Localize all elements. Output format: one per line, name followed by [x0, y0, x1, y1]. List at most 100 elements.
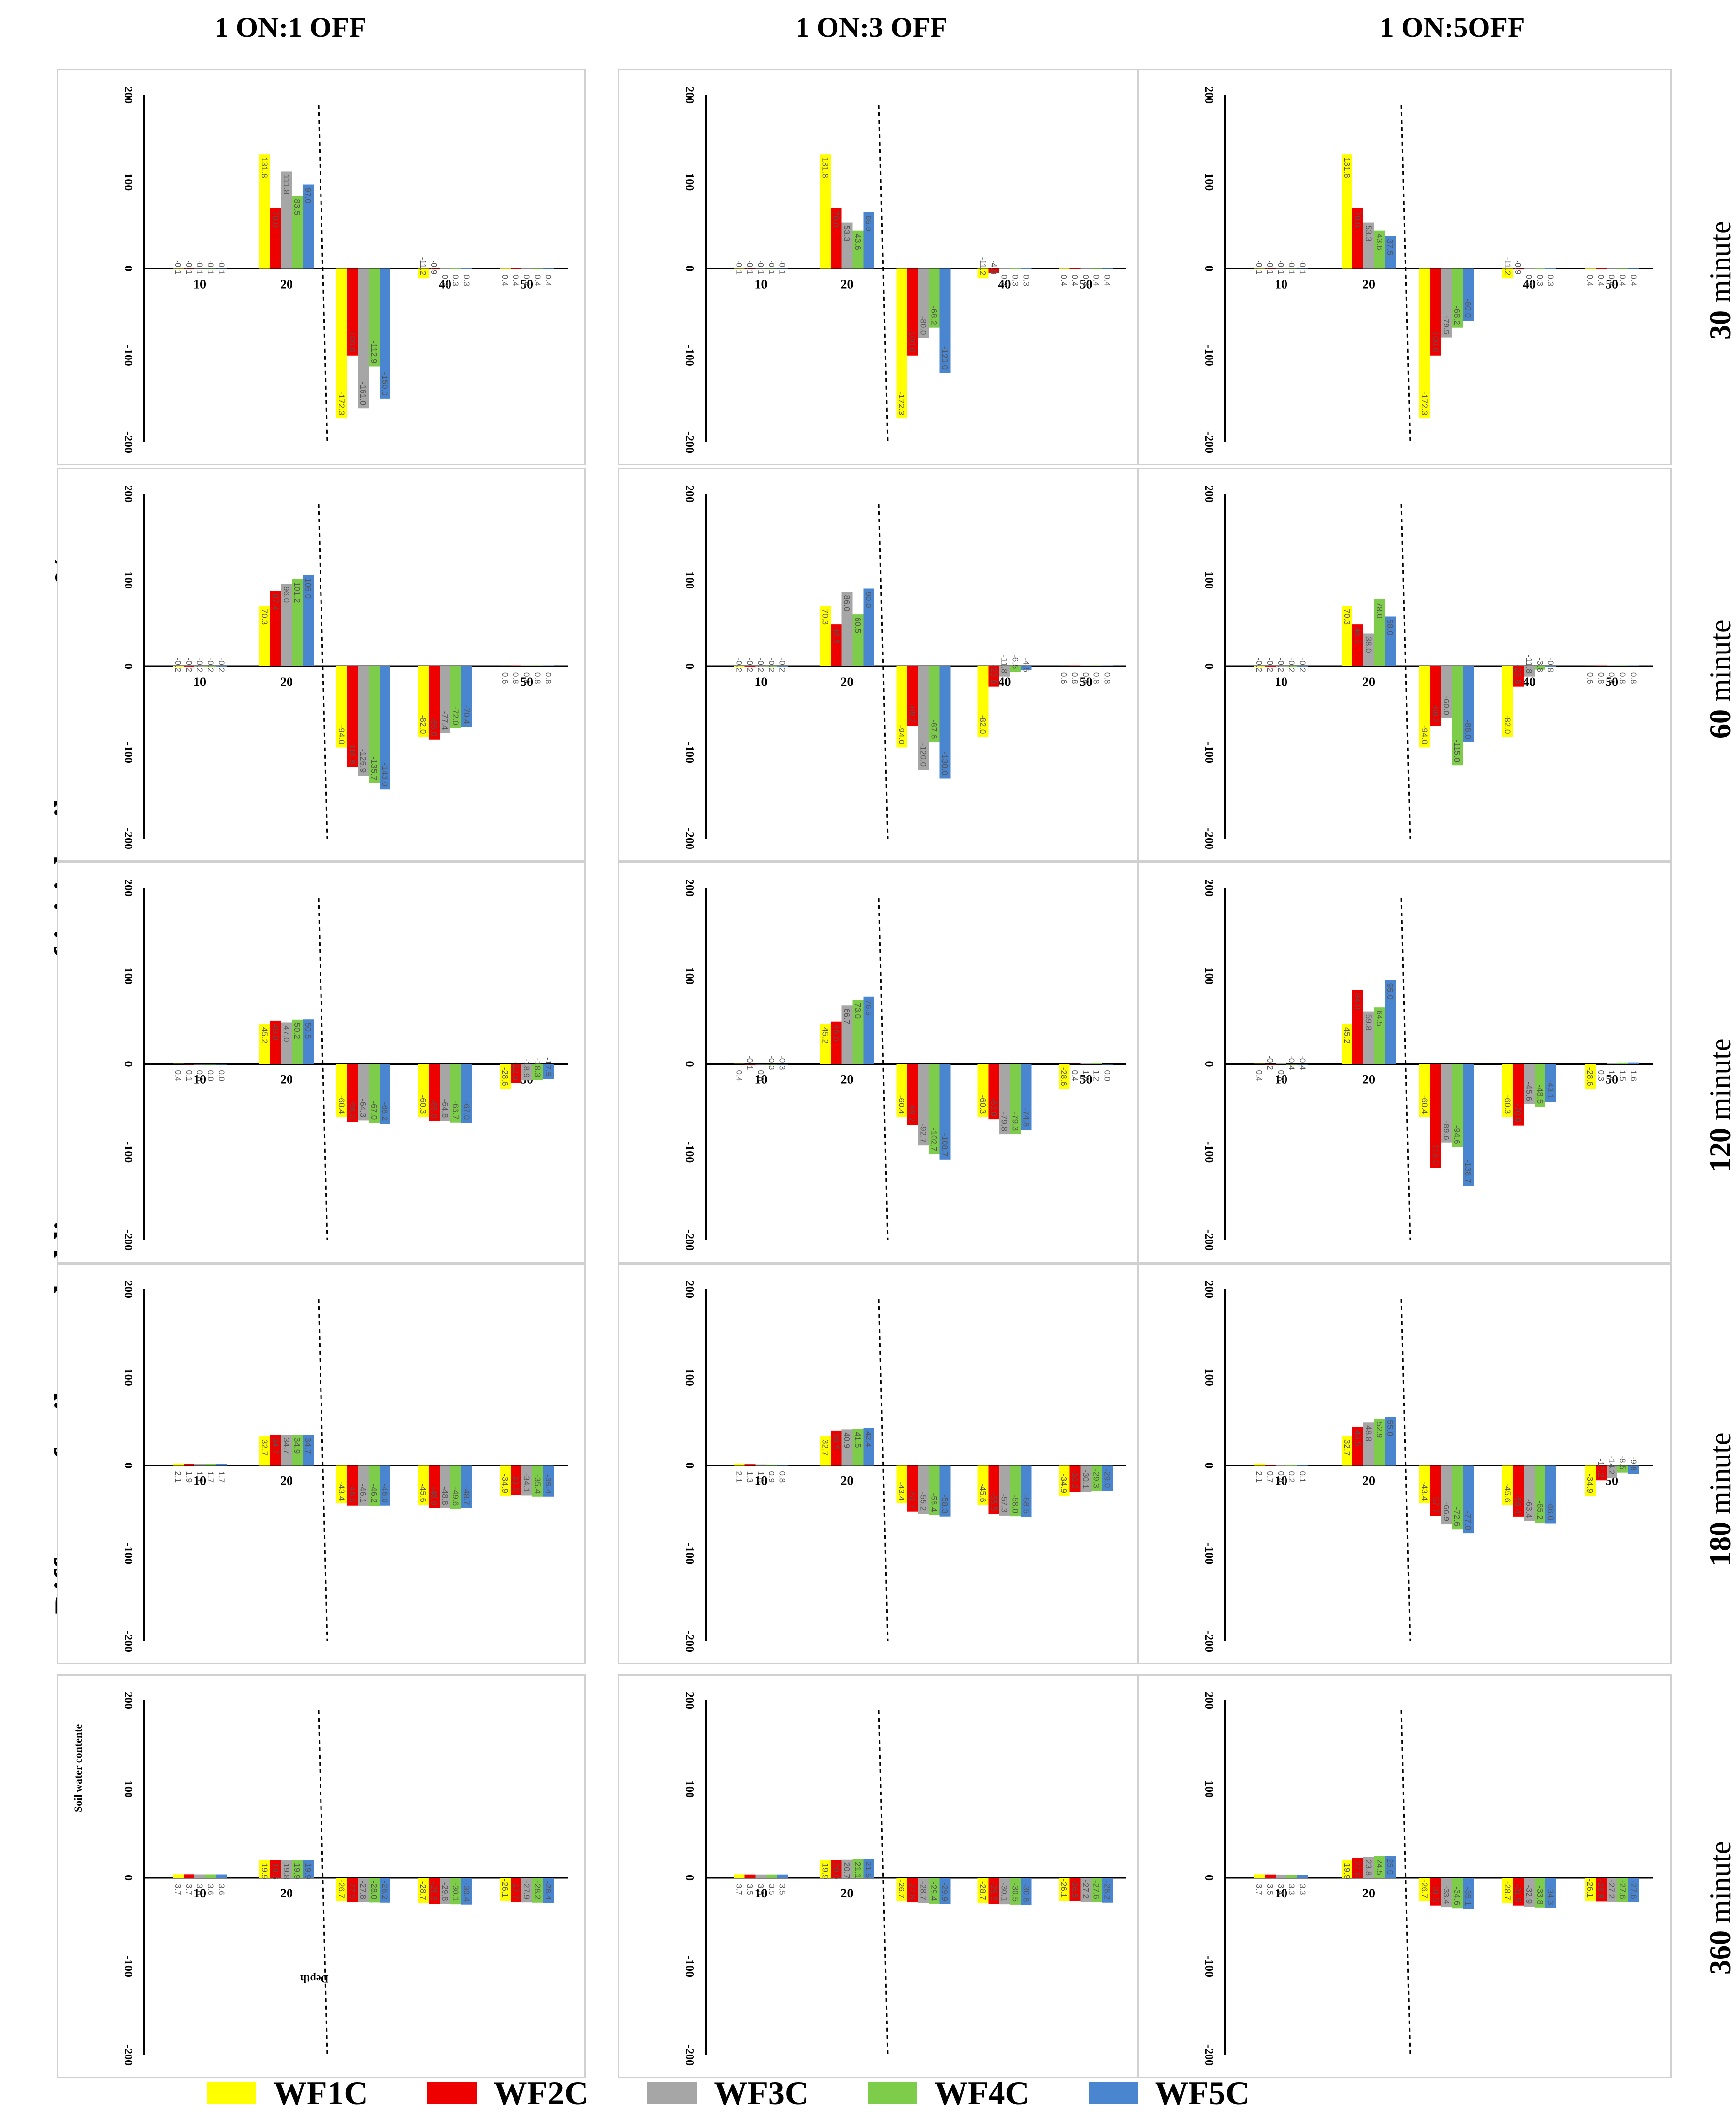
bar-wf3c [281, 1435, 292, 1466]
data-label: -26.9 [1596, 1880, 1606, 1899]
y-tick-label: 100 [683, 1780, 696, 1798]
data-label: -26.1 [1585, 1879, 1595, 1898]
bar-wf1c [1585, 1878, 1596, 1901]
row-title-120-unit: minute [1704, 1038, 1736, 1120]
bar-wf3c [841, 1005, 853, 1064]
data-label: 32.7 [260, 1439, 269, 1456]
bar-wf5c [863, 996, 874, 1064]
bar-wf4c [1091, 1878, 1102, 1902]
data-label: -45.6 [418, 1483, 428, 1502]
bar-wf3c [918, 1465, 929, 1514]
column-title-1on5off: 1 ON:5OFF [1380, 11, 1525, 43]
bar-wf2c [1513, 1064, 1524, 1126]
chart-panel-1ON1OFF-60: 200 100 0 -100 -200 10 -0.2 -0.2 -0.2 -0.2 -0.2 20 7… [57, 468, 586, 862]
dashed-divider [318, 503, 328, 839]
bar-wf1c [1342, 1436, 1352, 1466]
bar-wf4c [852, 1000, 864, 1064]
data-label: 0.4 [735, 1070, 744, 1082]
data-label: -28.0 [369, 1881, 379, 1900]
bar-wf5c [777, 1064, 788, 1065]
bar-wf1c [1502, 1465, 1513, 1506]
data-label: -60.4 [897, 1095, 906, 1114]
data-label: 45.2 [821, 1027, 830, 1044]
data-label: -94.0 [897, 725, 906, 745]
bar-wf5c [543, 1878, 554, 1903]
bar-wf2c [429, 268, 440, 270]
legend-item-wf1c: WF1C [207, 2074, 368, 2112]
y-tick-label: -200 [683, 1229, 696, 1251]
bar-wf3c [841, 1429, 853, 1466]
y-tick-label: 100 [122, 967, 134, 985]
data-label: 48.5 [832, 627, 841, 644]
data-label: -28.7 [978, 1881, 988, 1900]
data-label: 19.9 [1342, 1863, 1351, 1879]
data-label: 3.5 [778, 1884, 787, 1895]
bar-wf2c [988, 1465, 999, 1514]
data-label: 0.3 [1011, 275, 1020, 287]
data-label: -29.4 [930, 1882, 939, 1901]
bar-wf3c [1080, 268, 1092, 269]
data-label: -130.0 [940, 751, 950, 775]
category-label: 20 [280, 1073, 293, 1087]
y-tick-label: -100 [122, 1956, 134, 1977]
bar-wf2c [907, 666, 918, 726]
data-label: 0.8 [778, 1471, 787, 1483]
data-label: 0.6 [1585, 672, 1595, 684]
bar-wf3c [1276, 1465, 1286, 1466]
data-label: -0.2 [1265, 1055, 1275, 1070]
bar-wf3c [1607, 1062, 1617, 1064]
bar-wf4c [852, 614, 864, 666]
data-label: -34.9 [1060, 1474, 1069, 1493]
legend-label-wf1c: WF1C [273, 2074, 368, 2112]
bar-wf2c [184, 1874, 194, 1878]
data-label: -70.4 [462, 705, 471, 724]
y-tick-label: 200 [122, 485, 134, 503]
bar-wf2c [1596, 1878, 1607, 1902]
y-tick-label: 0 [683, 1875, 696, 1881]
bar-wf4c [1617, 1062, 1628, 1064]
bar-wf3c [358, 1064, 369, 1121]
data-label: -26.1 [500, 1879, 510, 1898]
bar-wf5c [1297, 666, 1308, 667]
data-label: 40.9 [842, 1432, 852, 1448]
data-label: -66.0 [348, 1100, 357, 1119]
data-label: -100.0 [908, 329, 917, 353]
y-tick-label: -200 [683, 1631, 696, 1652]
data-label: 1.7 [195, 1471, 204, 1483]
data-label: 1.3 [745, 1471, 755, 1483]
data-label: -45.6 [1524, 1082, 1534, 1101]
bar-wf2c [270, 591, 281, 666]
bar-wf1c [173, 666, 184, 667]
data-label: -27.5 [348, 1880, 357, 1899]
bar-wf5c [1628, 1465, 1639, 1474]
bar-wf4c [766, 1064, 777, 1065]
data-label: 53.3 [842, 226, 852, 242]
bar-wf5c [1628, 268, 1639, 269]
category-label: 50 [1080, 1073, 1093, 1087]
bar-wf4c [1374, 1856, 1385, 1878]
category-label: 20 [1362, 1073, 1375, 1087]
data-label: -0.9 [429, 260, 439, 274]
data-label: -89.6 [1442, 1121, 1451, 1140]
data-label: -48.8 [440, 1486, 450, 1505]
bar-wf4c [1010, 666, 1021, 672]
dashed-divider [878, 503, 889, 839]
data-label: 3.4 [1276, 1884, 1286, 1895]
data-label: 19.9 [292, 1863, 302, 1879]
bar-wf1c [1585, 1465, 1596, 1496]
data-label: 66.7 [842, 1008, 852, 1024]
data-label: -35.4 [544, 1474, 553, 1494]
bar-wf2c [744, 1874, 756, 1878]
bar-wf3c [194, 1874, 205, 1878]
data-label: -94.0 [337, 725, 346, 745]
data-label: 53.3 [1364, 226, 1373, 242]
data-label: -0.2 [1254, 658, 1264, 672]
bar-wf5c [863, 1428, 874, 1466]
data-label: -0.4 [1298, 1055, 1307, 1070]
bar-wf2c [831, 208, 842, 269]
data-label: -69.2 [908, 704, 917, 723]
dashed-divider [318, 1299, 328, 1642]
